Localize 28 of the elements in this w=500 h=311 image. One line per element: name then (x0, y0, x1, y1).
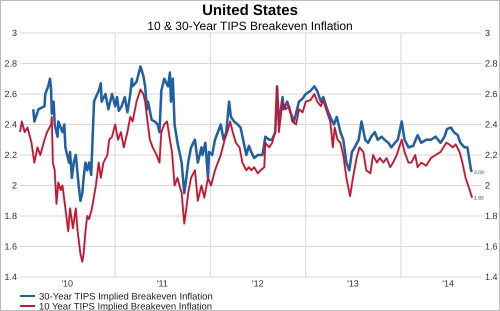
y2-tick-label: 3 (485, 28, 490, 38)
y-tick-label: 3 (12, 28, 17, 38)
x-tick-label: '10 (61, 278, 74, 288)
y2-tick-label: 1.6 (485, 241, 498, 252)
line-series (19, 85, 473, 263)
y2-tick-label: 1.8 (485, 210, 498, 221)
y2-tick-label: 2.4 (485, 119, 498, 130)
y2-tick-label: 2.2 (485, 150, 498, 160)
x-tick-label: '13 (347, 278, 359, 288)
x-tick-label: '14 (442, 278, 454, 288)
chart-title: United States (202, 2, 298, 19)
chart-subtitle: 10 & 30-Year TIPS Breakeven Inflation (147, 19, 353, 33)
y-tick-label: 2.2 (4, 150, 17, 160)
x-tick-label: '11 (156, 278, 168, 288)
y2-tick-label: 2 (485, 180, 490, 190)
y-tick-label: 1.4 (4, 272, 17, 282)
y-tick-label: 2.6 (4, 88, 17, 99)
legend-label: 30-Year TIPS Implied Breakeven Inflation (39, 292, 213, 302)
y-tick-label: 1.6 (4, 241, 17, 252)
y2-tick-label: 2.8 (485, 58, 498, 68)
y2-tick-label: 1.4 (485, 272, 498, 282)
y-tick-label: 1.8 (4, 210, 17, 221)
y-tick-label: 2.4 (4, 119, 17, 130)
y-tick-label: 2 (12, 180, 17, 190)
y2-tick-label: 2.6 (485, 88, 498, 99)
x-tick-label: '12 (252, 278, 264, 288)
line-series (32, 65, 474, 202)
y-tick-label: 2.8 (4, 58, 17, 68)
